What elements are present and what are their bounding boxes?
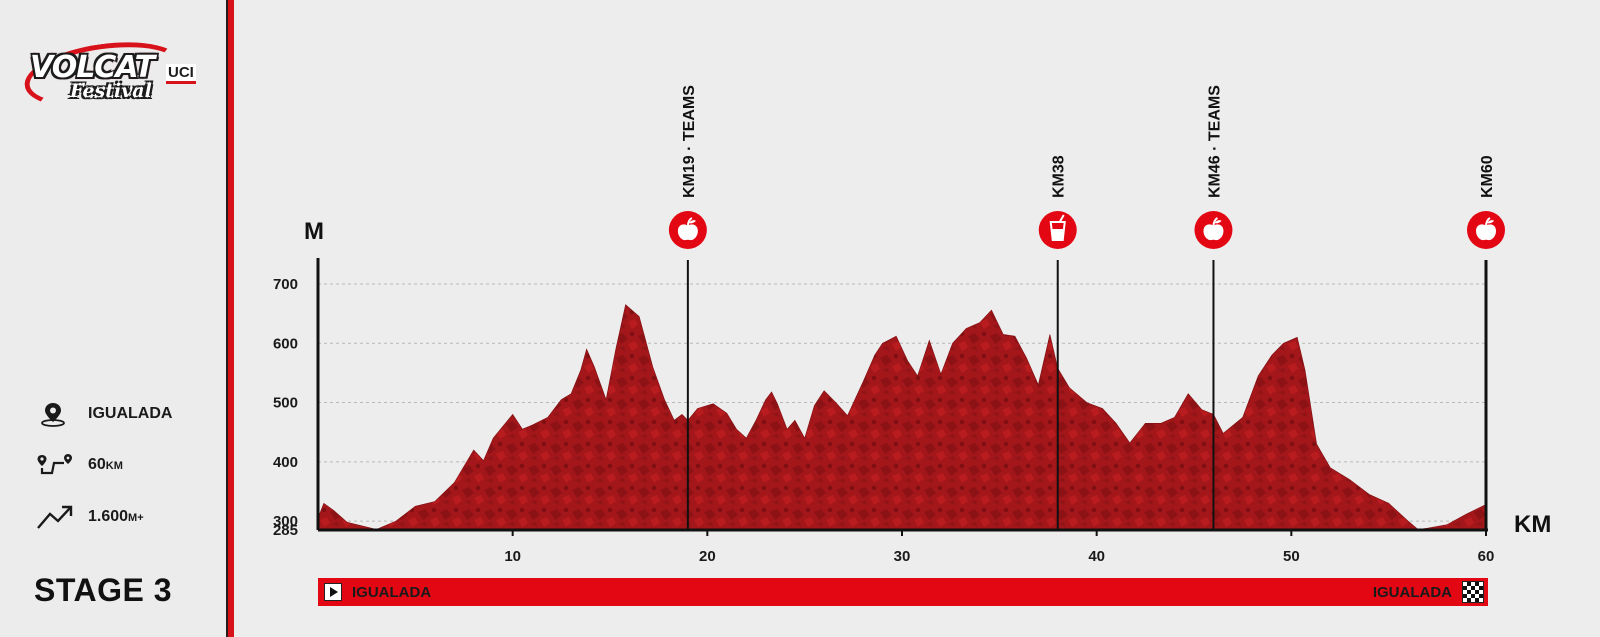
- km-marker: KM38: [1038, 155, 1077, 530]
- y-tick-label: 300: [273, 513, 298, 530]
- stage-title: STAGE 3: [34, 572, 173, 608]
- x-axis-label: KM: [1514, 511, 1551, 538]
- route-bar: IGUALADA IGUALADA: [318, 578, 1488, 606]
- route-finish: IGUALADA: [1372, 584, 1452, 601]
- apple-icon: [1476, 217, 1496, 241]
- sidebar: VOLCAT UCI Festival IGUALADA 60KM: [0, 0, 226, 637]
- drink-icon: [1049, 214, 1066, 241]
- volcat-logo: VOLCAT UCI Festival: [20, 33, 204, 117]
- location-pin-icon: [36, 401, 74, 427]
- marker-label: KM38: [1051, 155, 1068, 198]
- marker-label: KM19 · TEAMS: [681, 85, 698, 198]
- x-tick-label: 30: [894, 548, 911, 565]
- distance-value: 60KM: [88, 456, 123, 473]
- elevation-profile-chart: KM19 · TEAMS KM38 KM46 · TEAMS KM60 2853004…: [273, 85, 1551, 565]
- x-tick-label: 50: [1283, 548, 1300, 565]
- x-tick-label: 40: [1088, 548, 1105, 565]
- logo-word: VOLCAT: [30, 50, 155, 85]
- y-tick-label: 400: [273, 454, 298, 471]
- y-tick-label: 600: [273, 335, 298, 352]
- marker-label: KM60: [1479, 155, 1496, 198]
- y-tick-label: 700: [273, 276, 298, 293]
- logo-uci: UCI: [166, 64, 196, 84]
- stat-location: IGUALADA: [36, 400, 172, 428]
- x-tick-label: 10: [504, 548, 521, 565]
- y-axis-label: M: [304, 218, 324, 245]
- x-tick-label: 60: [1478, 548, 1495, 565]
- elevation-profile-area: [317, 304, 1487, 531]
- elevation-gain-icon: [36, 504, 74, 530]
- km-marker: KM46 · TEAMS: [1194, 85, 1233, 530]
- route-start: IGUALADA: [352, 584, 432, 601]
- km-marker: KM60: [1467, 155, 1505, 530]
- stat-distance: 60KM: [36, 451, 123, 479]
- route-distance-icon: [36, 452, 74, 478]
- x-tick-label: 20: [699, 548, 716, 565]
- elevation-value: 1.600M+: [88, 508, 144, 525]
- y-tick-label: 500: [273, 395, 298, 412]
- location-value: IGUALADA: [88, 405, 173, 422]
- marker-label: KM46 · TEAMS: [1206, 85, 1223, 198]
- checkered-flag-icon: [1462, 581, 1484, 603]
- km-marker: KM19 · TEAMS: [668, 85, 707, 530]
- sidebar-divider: [226, 0, 234, 637]
- apple-icon: [1203, 217, 1224, 241]
- y-tick-label: 285: [273, 522, 298, 539]
- apple-icon: [677, 217, 698, 241]
- start-play-icon: [324, 583, 342, 601]
- stat-elevation: 1.600M+: [36, 503, 144, 531]
- logo-sub: Festival: [70, 80, 152, 102]
